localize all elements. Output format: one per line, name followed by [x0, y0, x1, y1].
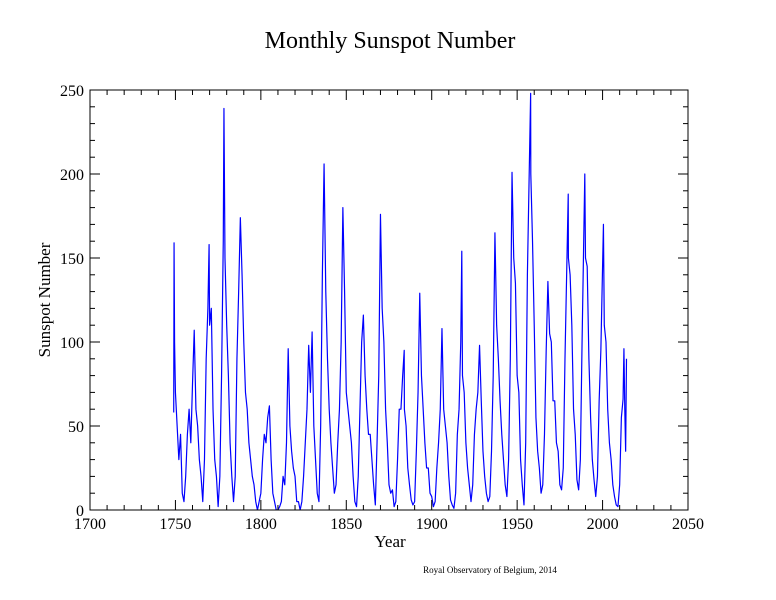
x-tick-label: 1750 [159, 516, 191, 533]
x-axis-label: Year [374, 532, 406, 551]
x-tick-label: 1800 [245, 516, 277, 533]
x-tick-label: 1950 [501, 516, 533, 533]
x-tick-label: 2000 [587, 516, 619, 533]
y-tick-label: 150 [60, 251, 84, 268]
chart-title: Monthly Sunspot Number [265, 28, 516, 54]
x-tick-label: 2050 [672, 516, 704, 533]
sunspot-line [173, 92, 628, 510]
plot-area [173, 92, 628, 510]
x-tick-label: 1850 [330, 516, 362, 533]
footnote: Royal Observatory of Belgium, 2014 [423, 565, 557, 575]
x-tick-label: 1900 [416, 516, 448, 533]
y-tick-label: 100 [60, 335, 84, 352]
x-tick-label: 1700 [74, 516, 106, 533]
y-tick-label: 200 [60, 167, 84, 184]
y-axis-label: Sunspot Number [35, 242, 54, 357]
plot-frame [89, 89, 689, 511]
y-tick-label: 50 [68, 419, 84, 436]
y-tick-label: 0 [76, 503, 84, 520]
y-tick-label: 250 [60, 83, 84, 100]
